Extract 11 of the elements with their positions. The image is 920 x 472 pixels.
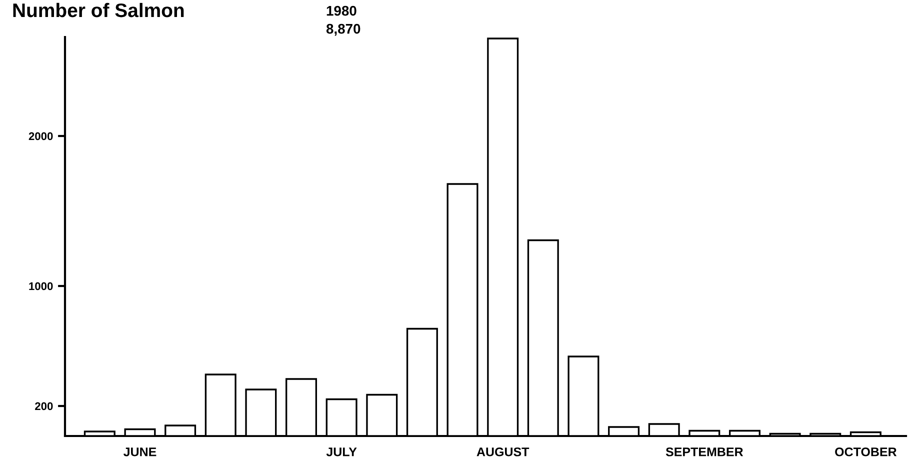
x-tick-label: JULY [326,448,357,456]
y-tick-label: 200 [35,402,53,410]
text: 8,870 [326,24,360,36]
x-tick-label: AUGUST [476,447,530,456]
y-tick-label: 1000 [29,282,53,290]
x-tick-label: OCTOBER [835,447,897,456]
x-tick-label: SEPTEMBER [666,447,744,456]
chart-title: Number of Salmon [13,2,184,18]
y-tick-label: 2000 [28,132,53,140]
x-tick-label: JUNE [124,448,156,456]
chart-subtitle: 1980 [326,6,356,16]
